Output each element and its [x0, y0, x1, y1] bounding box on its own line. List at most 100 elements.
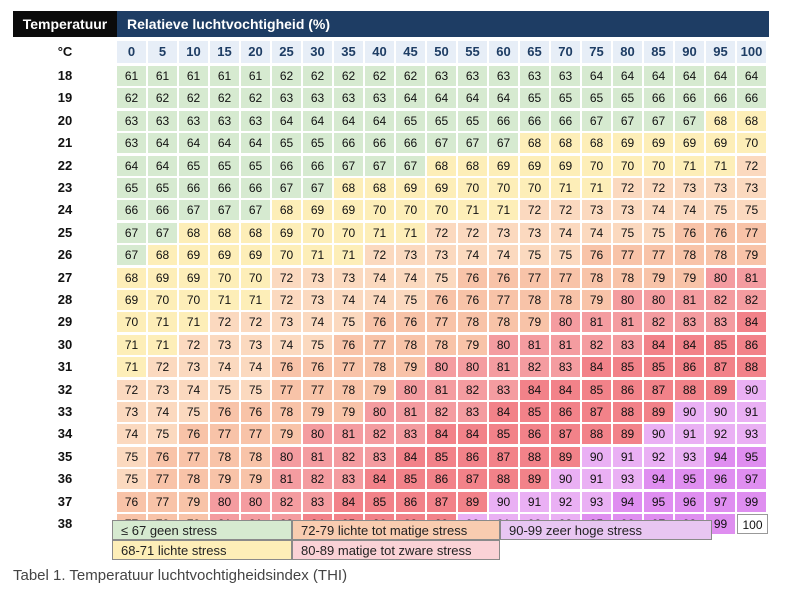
legend-item: 80-89 matige tot zware stress [292, 540, 500, 560]
legend-item: 72-79 lichte tot matige stress [292, 520, 500, 540]
thi-cell: 68 [179, 222, 210, 243]
humidity-column-header: 15 [210, 41, 241, 63]
thi-cell: 63 [179, 110, 210, 131]
thi-cell: 67 [644, 110, 675, 131]
thi-cell: 95 [644, 491, 675, 512]
thi-cell: 69 [675, 133, 706, 154]
thi-cell: 88 [489, 469, 520, 490]
thi-cell: 70 [334, 222, 365, 243]
header-row: Temperatuur Relatieve luchtvochtigheid (… [13, 11, 769, 37]
thi-cell: 70 [210, 267, 241, 288]
thi-cell: 76 [396, 312, 427, 333]
thi-cell: 67 [210, 200, 241, 221]
thi-cell: 71 [551, 178, 582, 198]
thi-cell: 67 [427, 133, 458, 154]
thi-cell: 64 [458, 88, 489, 109]
thi-cell: 79 [179, 491, 210, 512]
thi-cell: 65 [210, 155, 241, 176]
thi-cell: 71 [303, 245, 334, 266]
thi-cell: 64 [644, 66, 675, 86]
thi-cell: 70 [520, 178, 551, 198]
table-row: 37 76 77 79 80 80 82 83 84 85 86 87 89 90 91 92 93 94 95 96… [13, 491, 769, 513]
thi-cell: 69 [396, 178, 427, 198]
thi-cell: 75 [117, 469, 148, 490]
thi-cell: 73 [675, 178, 706, 198]
temperature-label: 29 [57, 314, 73, 330]
thi-cell: 86 [613, 379, 644, 400]
thi-cell: 66 [210, 178, 241, 198]
thi-cell: 96 [675, 491, 706, 512]
thi-cell: 66 [644, 88, 675, 109]
temperature-label: 20 [57, 112, 73, 128]
thi-cell: 68 [334, 178, 365, 198]
thi-cell: 63 [241, 110, 272, 131]
thi-cell: 66 [334, 133, 365, 154]
thi-cell: 89 [520, 469, 551, 490]
thi-cell: 88 [675, 379, 706, 400]
thi-cell: 67 [334, 155, 365, 176]
thi-cell: 69 [272, 222, 303, 243]
thi-cell: 86 [520, 424, 551, 445]
thi-cell: 83 [365, 446, 396, 467]
thi-cell: 83 [613, 334, 644, 355]
thi-cell: 67 [117, 245, 148, 266]
thi-cell: 70 [396, 200, 427, 221]
thi-cell: 83 [489, 379, 520, 400]
thi-cell: 84 [520, 379, 551, 400]
table-row: 31 71 72 73 74 74 76 76 77 78 79 80 80 81 82 83 84 85 85 86… [13, 356, 769, 378]
thi-cell: 87 [706, 357, 737, 378]
thi-cell: 64 [489, 88, 520, 109]
thi-cell: 70 [427, 200, 458, 221]
thi-cell: 71 [582, 178, 613, 198]
thi-cell: 66 [520, 110, 551, 131]
table-row: 28 69 70 70 71 71 72 73 74 74 75 76 76 77 78 78 79 80 80 81… [13, 289, 769, 311]
thi-cell: 76 [365, 312, 396, 333]
thi-cell: 80 [396, 379, 427, 400]
temperature-label: 33 [57, 404, 73, 419]
thi-cell: 75 [148, 424, 179, 445]
thi-cell: 74 [272, 334, 303, 355]
thi-cell: 82 [427, 402, 458, 422]
thi-cell: 71 [365, 222, 396, 243]
thi-cell: 72 [272, 290, 303, 310]
thi-cell: 65 [303, 133, 334, 154]
thi-cell: 82 [706, 290, 737, 310]
thi-cell: 79 [334, 402, 365, 422]
thi-cell: 70 [272, 245, 303, 266]
thi-cell: 70 [303, 222, 334, 243]
thi-cell: 100 [737, 514, 768, 534]
temperature-label: 19 [57, 90, 73, 106]
table-row: 36 75 77 78 79 79 81 82 83 84 85 86 87 88 89 90 91 93 94 95… [13, 468, 769, 490]
thi-cell: 78 [613, 267, 644, 288]
thi-cell: 85 [706, 334, 737, 355]
thi-cell: 84 [644, 334, 675, 355]
thi-cell: 82 [520, 357, 551, 378]
thi-cell: 93 [613, 469, 644, 490]
table-row: 33 73 74 75 76 76 78 79 79 80 81 82 83 84 85 86 87 88 89 90… [13, 401, 769, 423]
thi-cell: 75 [644, 222, 675, 243]
thi-cell: 74 [303, 312, 334, 333]
thi-cell: 88 [613, 402, 644, 422]
thi-cell: 67 [458, 133, 489, 154]
thi-cell: 67 [365, 155, 396, 176]
humidity-column-header: 20 [241, 41, 272, 63]
thi-cell: 67 [272, 178, 303, 198]
thi-cell: 62 [303, 66, 334, 86]
humidity-column-header: 5 [148, 41, 179, 63]
thi-cell: 79 [365, 379, 396, 400]
thi-cell: 76 [458, 267, 489, 288]
thi-cell: 71 [179, 312, 210, 333]
thi-cell: 80 [365, 402, 396, 422]
thi-cell: 84 [396, 446, 427, 467]
thi-cell: 80 [210, 491, 241, 512]
temperature-label: 30 [57, 336, 73, 352]
thi-cell: 61 [179, 66, 210, 86]
humidity-header: Relatieve luchtvochtigheid (%) [117, 11, 769, 37]
humidity-column-header: 55 [458, 41, 489, 63]
thi-cell: 74 [241, 357, 272, 378]
thi-cell: 64 [148, 133, 179, 154]
thi-cell: 73 [737, 178, 768, 198]
thi-cell: 61 [148, 66, 179, 86]
thi-cell: 64 [241, 133, 272, 154]
thi-cell: 67 [179, 200, 210, 221]
